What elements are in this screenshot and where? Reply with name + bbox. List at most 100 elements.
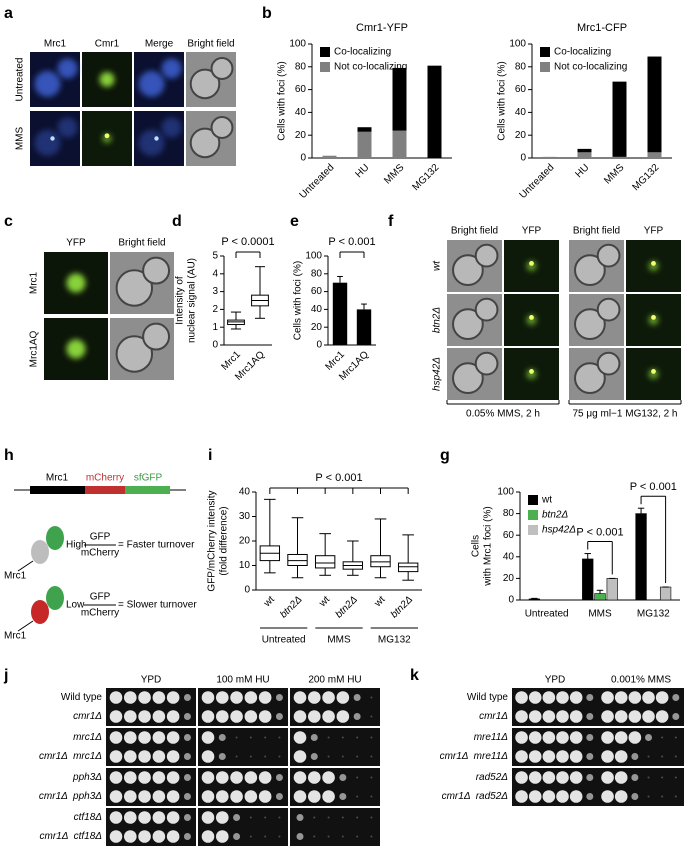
legend-label: Co-localizing [554, 47, 611, 58]
cell-outline [474, 243, 499, 268]
spot [647, 776, 650, 779]
spot [586, 774, 594, 781]
focus [154, 136, 159, 141]
spot [109, 750, 123, 763]
medium-label: YPD [141, 675, 162, 686]
spot [138, 710, 151, 723]
legend-swatch [528, 510, 538, 520]
gfp-icon [46, 586, 64, 610]
spot [674, 795, 677, 798]
micrograph [504, 240, 559, 292]
ratio-level: High [66, 540, 87, 551]
spot [322, 771, 335, 784]
spot [642, 710, 655, 723]
spot [278, 755, 281, 758]
y-tick-label: 0 [520, 153, 526, 164]
spot [672, 694, 680, 701]
spot [138, 691, 151, 704]
spot [356, 816, 359, 819]
y-tick-label: 100 [305, 251, 322, 262]
spot [215, 790, 229, 803]
spot [655, 710, 669, 723]
spot [528, 710, 542, 723]
spot [569, 750, 583, 763]
spot [313, 835, 316, 838]
micrograph [30, 52, 80, 107]
spot [264, 736, 267, 739]
spot [322, 790, 335, 803]
x-tick-label: Untreated [298, 162, 337, 201]
spot [201, 750, 215, 763]
legend-label: Co-localizing [334, 47, 391, 58]
strain-label: ctf18Δ [74, 812, 103, 823]
x-tick-label: Untreated [525, 609, 569, 620]
group-label: MG132 [378, 635, 411, 646]
spot [327, 755, 330, 758]
spot [322, 691, 335, 704]
x-tick-label: MMS [382, 162, 407, 187]
x-tick-label: wt [261, 594, 277, 610]
spot [341, 816, 344, 819]
cell-outline [142, 322, 171, 351]
spot [631, 753, 639, 760]
legend-label: hsp42Δ [542, 525, 576, 536]
spot [586, 793, 594, 800]
spot [631, 774, 639, 781]
spot [322, 710, 335, 723]
y-axis-label: (fold difference) [219, 506, 230, 575]
spot [123, 731, 137, 744]
spot [356, 835, 359, 838]
spot [515, 710, 528, 723]
spot [230, 691, 243, 704]
spot [166, 731, 180, 744]
spot [166, 710, 180, 723]
cell-signal [99, 72, 115, 87]
y-tick-label: 40 [515, 107, 527, 118]
cell-signal [161, 58, 182, 79]
bar [356, 309, 372, 345]
column-label: Bright field [187, 39, 234, 50]
cell-outline [115, 335, 154, 373]
turnover-label: = Slower turnover [118, 600, 197, 611]
panel-letter: k [410, 667, 419, 684]
spot [249, 835, 252, 838]
y-tick-label: 0 [300, 153, 306, 164]
cell-outline [474, 297, 499, 322]
panel-letter: g [440, 447, 450, 464]
spot [356, 736, 359, 739]
y-axis-label: Cells with foci (%) [497, 61, 508, 140]
strain-label: rad52Δ [476, 772, 509, 783]
strain-label: cmr1Δ pph3Δ [39, 791, 102, 802]
spot [356, 755, 359, 758]
spot [201, 771, 215, 784]
spot [138, 750, 151, 763]
y-tick-label: 60 [515, 84, 527, 95]
cell-signal [161, 117, 182, 138]
spot [275, 713, 283, 720]
spot [109, 771, 123, 784]
spot [138, 811, 151, 824]
spot [542, 750, 556, 763]
ratio-numerator: GFP [90, 532, 111, 543]
spot [556, 771, 569, 784]
micrograph [134, 111, 184, 166]
spot [249, 736, 252, 739]
spot [672, 713, 680, 720]
spot [109, 811, 123, 824]
spot [370, 736, 373, 739]
strain-label: pph3Δ [72, 772, 102, 783]
cell-outline [189, 127, 221, 159]
spot [258, 790, 272, 803]
spot [278, 835, 281, 838]
micrograph [110, 318, 174, 380]
spot [614, 731, 628, 744]
spot [339, 793, 347, 800]
bar-segment [542, 156, 557, 158]
medium-label: 200 mM HU [308, 675, 361, 686]
spot [152, 691, 166, 704]
spot [183, 833, 191, 840]
spot [542, 771, 556, 784]
y-tick-label: 0 [508, 595, 514, 606]
row-label: hsp42Δ [432, 357, 443, 391]
panel-letter: h [4, 447, 14, 464]
